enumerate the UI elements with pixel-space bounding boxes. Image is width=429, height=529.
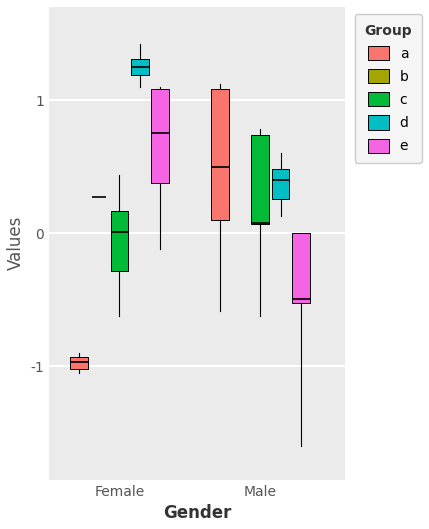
Bar bbox=[272, 169, 290, 199]
Legend: a, b, c, d, e: a, b, c, d, e bbox=[355, 14, 422, 163]
Bar bbox=[251, 135, 269, 224]
Bar bbox=[151, 89, 169, 183]
Bar bbox=[131, 59, 149, 75]
Bar bbox=[211, 89, 229, 220]
Bar bbox=[292, 233, 310, 303]
X-axis label: Gender: Gender bbox=[163, 504, 231, 522]
Bar bbox=[70, 357, 88, 369]
Bar bbox=[111, 211, 128, 271]
Y-axis label: Values: Values bbox=[7, 216, 25, 270]
